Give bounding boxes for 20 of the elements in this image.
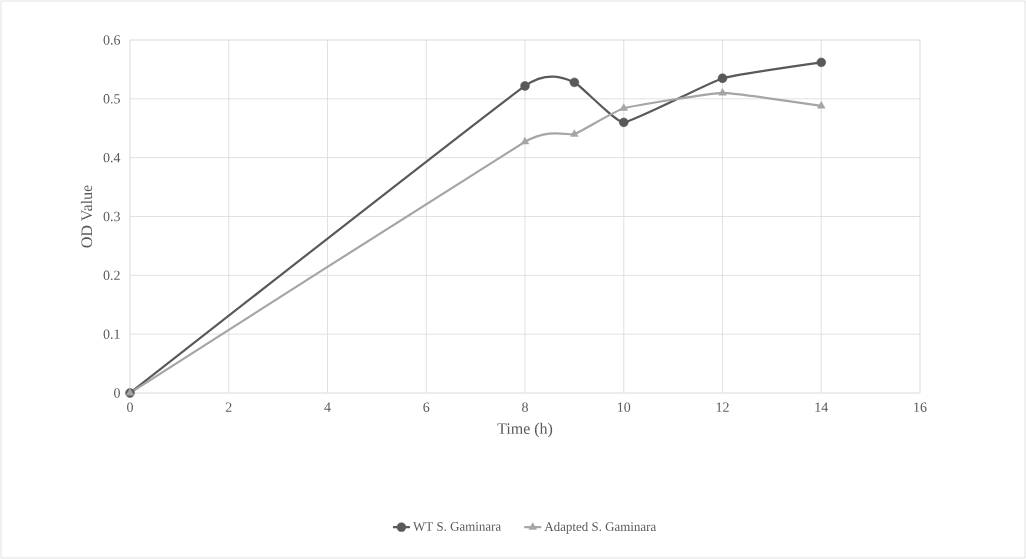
y-tick-label: 0.5 — [103, 94, 120, 104]
x-tick-label: 6 — [423, 402, 430, 412]
x-tick-label: 2 — [225, 402, 232, 412]
legend-label: Adapted S. Gaminara — [544, 521, 657, 534]
x-tick-label: 16 — [914, 402, 927, 412]
y-tick-label: 0.3 — [103, 211, 120, 222]
x-tick-label: 8 — [522, 402, 528, 412]
x-tick-label: 0 — [127, 402, 133, 412]
x-axis-title: Time (h) — [497, 422, 553, 438]
y-tick-label: 0 — [114, 388, 120, 398]
x-tick-label: 10 — [618, 402, 631, 412]
y-tick-label: 0.1 — [103, 329, 120, 339]
legend-label: WT S. Gaminara — [413, 522, 501, 531]
y-tick-label: 0.6 — [103, 35, 121, 45]
y-tick-label: 0.4 — [103, 152, 121, 163]
x-tick-label: 4 — [324, 402, 331, 412]
y-tick-label: 0.2 — [103, 270, 120, 281]
x-tick-label: 14 — [815, 402, 829, 412]
x-tick-label: 12 — [716, 402, 729, 412]
y-axis-title: OD Value — [80, 185, 93, 248]
